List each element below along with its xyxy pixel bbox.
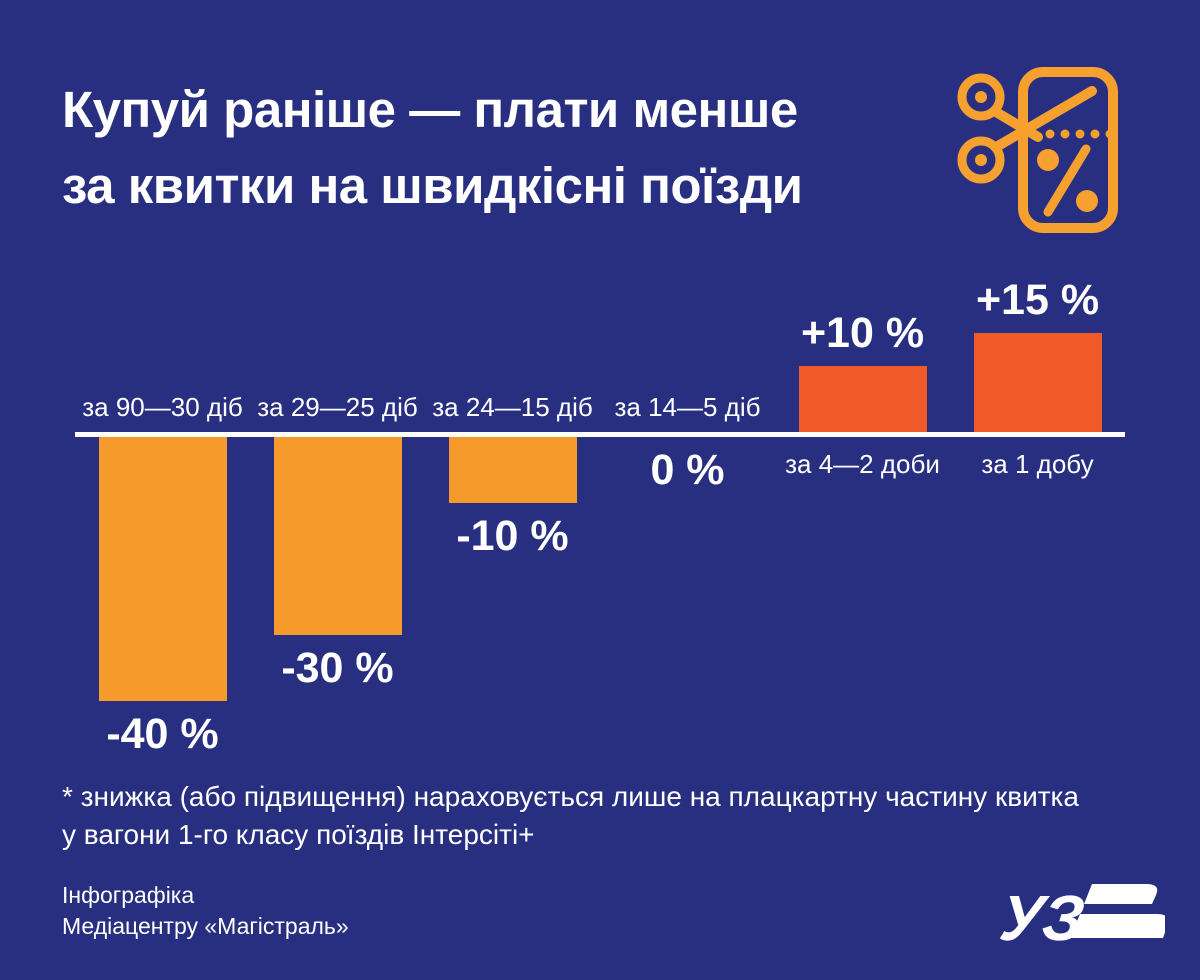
value-label: -10 %: [456, 512, 569, 560]
bar: [973, 333, 1102, 432]
value-label: 0 %: [650, 446, 725, 494]
page-title: Купуй раніше — плати менше за квитки на …: [62, 72, 803, 224]
scissors-cutting-ticket-percent-icon: [957, 67, 1118, 233]
perforation-dots-icon: [975, 91, 1115, 166]
category-label: за 29—25 діб: [257, 392, 418, 422]
scissors-blades-icon: [991, 86, 1097, 151]
category-label: за 14—5 діб: [614, 392, 761, 422]
value-label: +10 %: [800, 309, 925, 357]
footnote-line2: у вагони 1-го класу поїздів Інтерсіті+: [62, 819, 535, 850]
uz-railways-logo: УЗ: [997, 882, 1165, 953]
credits-line2: Медіацентру «Магістраль»: [62, 913, 349, 939]
footnote-line1: * знижка (або підвищення) нараховується …: [62, 781, 1079, 812]
category-label: за 4—2 доби: [785, 449, 940, 479]
value-label: +15 %: [975, 276, 1100, 324]
chart-column: за 29—25 діб -30 %: [250, 270, 425, 770]
page-title-line2: за квитки на швидкісні поїзди: [62, 157, 803, 214]
value-label: -40 %: [106, 710, 219, 758]
page-title-line1: Купуй раніше — плати менше: [62, 81, 798, 138]
uz-logo-text: УЗ: [997, 882, 1088, 953]
footnote: * знижка (або підвищення) нараховується …: [62, 778, 1079, 854]
chart-column: за 1 добу +15 %: [950, 270, 1125, 770]
category-label: за 1 добу: [981, 449, 1094, 479]
uz-logo-stripes-icon: [1070, 884, 1165, 938]
bar: [273, 437, 402, 635]
chart-column: за 90—30 діб -40 %: [75, 270, 250, 770]
discount-bar-chart: за 90—30 діб -40 % за 29—25 діб -30 % за 24—…: [75, 270, 1125, 770]
chart-column: за 4—2 доби +10 %: [775, 270, 950, 770]
value-label: -30 %: [281, 644, 394, 692]
axis-baseline: [75, 432, 1125, 437]
bar: [448, 437, 577, 503]
category-label: за 90—30 діб: [82, 392, 243, 422]
percent-sign-icon: [1037, 144, 1098, 217]
bar: [98, 437, 227, 701]
bar: [798, 366, 927, 432]
chart-column: за 14—5 діб 0 %: [600, 270, 775, 770]
chart-column: за 24—15 діб -10 %: [425, 270, 600, 770]
category-label: за 24—15 діб: [432, 392, 593, 422]
credits: Інфографіка Медіацентру «Магістраль»: [62, 880, 349, 942]
credits-line1: Інфографіка: [62, 882, 195, 908]
